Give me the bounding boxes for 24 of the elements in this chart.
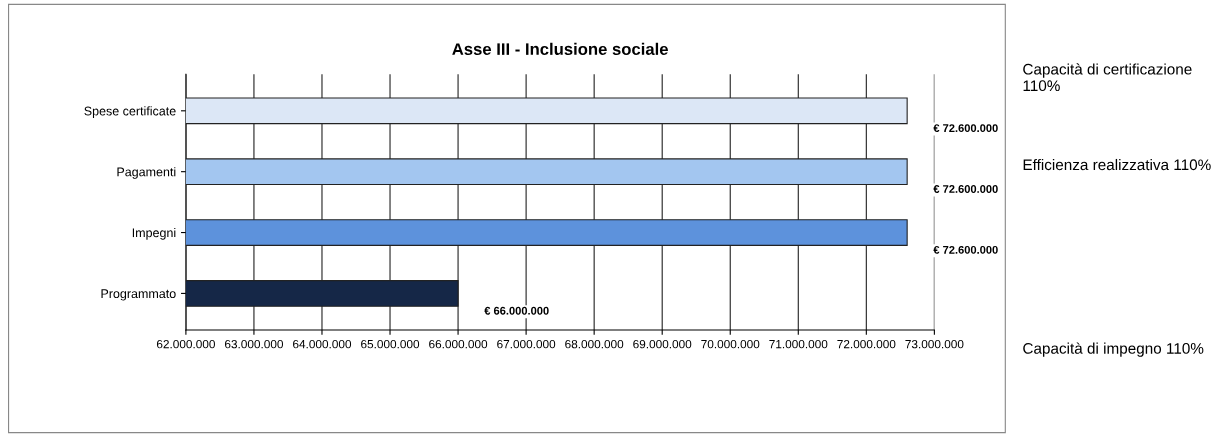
data-label: € 72.600.000 <box>933 124 998 133</box>
chart-title: Asse III - Inclusione sociale <box>452 42 668 56</box>
x-tick-label: 65.000.000 <box>361 339 420 349</box>
x-tick-label: 62.000.000 <box>156 339 215 349</box>
x-tick-label: 72.000.000 <box>837 339 896 349</box>
data-label: € 72.600.000 <box>933 185 998 193</box>
data-label: € 66.000.000 <box>484 306 549 315</box>
x-tick-label: 70.000.000 <box>701 339 760 349</box>
x-tick-label: 73.000.000 <box>905 339 964 349</box>
text: Capacità di impegno 110% <box>1023 342 1204 357</box>
y-tick-label: Programmato <box>101 289 176 301</box>
text: Efficienza realizzativa 110% <box>1023 158 1211 171</box>
x-tick-label: 67.000.000 <box>497 339 556 349</box>
y-tick-label: Pagamenti <box>117 167 176 179</box>
x-tick-label: 68.000.000 <box>565 339 624 349</box>
y-tick-label: Spese certificate <box>84 106 176 118</box>
y-tick-label: Impegni <box>132 228 176 240</box>
x-tick-label: 71.000.000 <box>769 339 828 349</box>
x-tick-label: 66.000.000 <box>429 339 488 349</box>
text: Capacità di certificazione 110% <box>1023 63 1192 92</box>
x-tick-label: 64.000.000 <box>293 339 352 349</box>
data-label: € 72.600.000 <box>933 245 998 254</box>
x-tick-label: 69.000.000 <box>633 339 692 349</box>
x-tick-label: 63.000.000 <box>225 339 284 349</box>
